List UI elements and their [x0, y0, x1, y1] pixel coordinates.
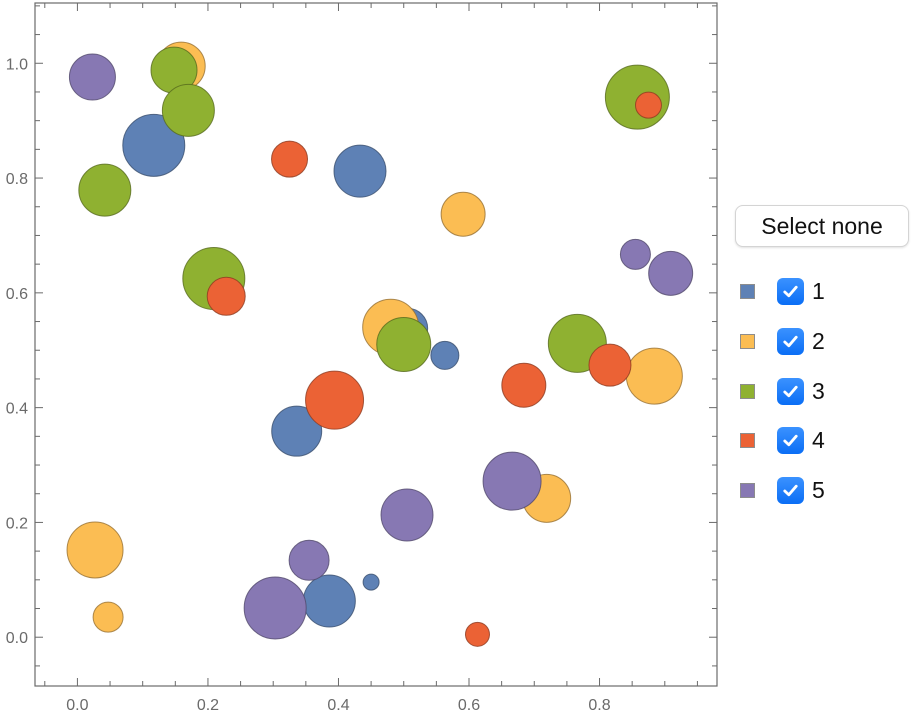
bubble-s4-5[interactable] [588, 343, 632, 387]
series-5 [68, 53, 694, 640]
bubble-s4-3[interactable] [305, 370, 365, 430]
bubble-s5-7[interactable] [243, 576, 307, 640]
bubble-s3-2[interactable] [161, 83, 215, 137]
series-3-checkbox[interactable] [777, 377, 804, 405]
y-tick-label: 0.0 [6, 630, 28, 647]
legend-item-1: 1 [740, 277, 825, 305]
y-tick-label: 0.2 [6, 515, 28, 532]
axes: 0.0 0.2 0.4 0.6 0.8 0.0 0.2 0.4 0.6 0.8 1.0 [6, 2, 718, 714]
y-tick-label: 0.6 [6, 286, 28, 303]
series-1 [122, 113, 460, 628]
x-tick-label: 0.0 [66, 697, 88, 714]
series-4 [206, 91, 662, 647]
bubble-s1-4[interactable] [430, 340, 460, 370]
bubble-s1-6[interactable] [302, 574, 356, 628]
legend-swatch-4 [740, 432, 755, 448]
checkmark-icon [783, 434, 798, 446]
bubble-s4-2[interactable] [206, 276, 246, 316]
legend-swatch-3 [740, 383, 755, 399]
bubble-s2-7[interactable] [92, 601, 124, 633]
bubble-s5-5[interactable] [380, 488, 434, 542]
legend-swatch-1 [740, 283, 755, 299]
checkmark-icon [783, 335, 798, 347]
bubble-s2-6[interactable] [66, 521, 124, 579]
checkmark-icon [783, 385, 798, 397]
legend-label-1: 1 [812, 277, 825, 304]
bubble-s2-4[interactable] [625, 347, 683, 405]
y-tick-label: 0.8 [6, 171, 28, 188]
legend-swatch-2 [740, 333, 755, 349]
legend-label-3: 3 [812, 377, 825, 404]
legend-label-4: 4 [812, 426, 825, 453]
bubble-s1-5[interactable] [271, 405, 323, 457]
series-2-checkbox[interactable] [777, 327, 804, 355]
series-4-checkbox[interactable] [777, 426, 804, 454]
series-1-checkbox[interactable] [777, 277, 804, 305]
legend-item-3: 3 [740, 377, 825, 405]
bubble-s1-2[interactable] [333, 144, 387, 198]
bubble-s4-1[interactable] [271, 140, 309, 178]
bubble-s5-4[interactable] [482, 451, 542, 511]
legend-item-4: 4 [740, 426, 825, 454]
y-tick-label: 1.0 [6, 56, 28, 73]
legend-label-2: 2 [812, 327, 825, 354]
x-tick-label: 0.4 [327, 697, 349, 714]
bubble-s5-6[interactable] [288, 539, 330, 581]
bubble-s3-7[interactable] [604, 64, 670, 130]
bubble-s2-2[interactable] [440, 191, 486, 237]
y-tick-label: 0.4 [6, 401, 28, 418]
bubble-s3-3[interactable] [78, 163, 132, 217]
bubble-s4-7[interactable] [464, 621, 490, 647]
bubble-s3-5[interactable] [376, 317, 432, 372]
legend-label-5: 5 [812, 476, 825, 503]
x-tick-label: 0.6 [458, 697, 480, 714]
legend-item-2: 2 [740, 327, 825, 355]
bubbles-layer [66, 41, 694, 647]
x-tick-label: 0.2 [197, 697, 219, 714]
bubble-s4-6[interactable] [634, 91, 662, 119]
bubble-s1-7[interactable] [362, 573, 380, 591]
series-5-checkbox[interactable] [777, 476, 804, 504]
plot-frame [34, 2, 718, 687]
x-tick-label: 0.8 [588, 697, 610, 714]
legend-swatch-5 [740, 482, 755, 498]
bubble-s4-4[interactable] [501, 362, 547, 408]
checkmark-icon [783, 285, 798, 297]
bubble-s1-1[interactable] [122, 113, 186, 177]
select-none-button[interactable]: Select none [735, 205, 909, 247]
checkmark-icon [783, 484, 798, 496]
bubble-s5-1[interactable] [68, 53, 116, 101]
bubble-s5-3[interactable] [648, 250, 694, 296]
legend-item-5: 5 [740, 476, 825, 504]
series-3 [78, 46, 670, 373]
bubble-s5-2[interactable] [619, 238, 651, 270]
